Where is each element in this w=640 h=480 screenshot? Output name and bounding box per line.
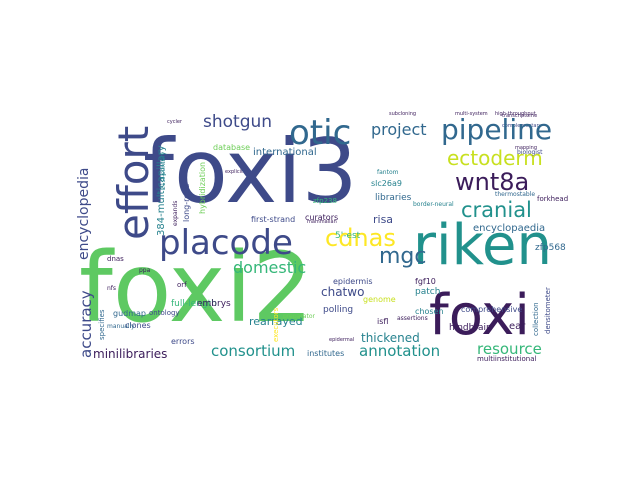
- cloud-word: preparator: [283, 313, 315, 320]
- cloud-word: encyclopaedia: [473, 223, 546, 234]
- cloud-word: long-read: [182, 183, 191, 222]
- cloud-word: ontology: [149, 309, 180, 317]
- cloud-word: resource: [477, 340, 542, 358]
- cloud-word: mammalian: [307, 219, 337, 225]
- cloud-word: orf: [177, 281, 187, 289]
- cloud-word: project: [371, 120, 427, 139]
- cloud-word: border-neural: [413, 201, 454, 208]
- cloud-word: rearrayed: [249, 315, 303, 328]
- cloud-word: assertions: [397, 315, 428, 322]
- cloud-word: dnas: [107, 255, 124, 263]
- cloud-word: effort: [109, 125, 158, 240]
- cloud-word: shotgun: [203, 112, 273, 132]
- cloud-word: polling: [323, 305, 354, 315]
- cloud-word: foxi2: [79, 232, 314, 344]
- cloud-word: epidermis: [333, 277, 373, 286]
- cloud-word: libraries: [375, 193, 412, 203]
- cloud-word: curators: [305, 213, 339, 222]
- cloud-word: manually: [107, 323, 135, 330]
- cloud-word: cranial: [461, 198, 532, 222]
- cloud-word: zfp568: [535, 243, 566, 253]
- cloud-word: thickened: [361, 331, 420, 345]
- cloud-word: densitometer: [544, 287, 552, 334]
- cloud-word: nfs: [107, 285, 117, 292]
- cloud-word: fantom: [377, 169, 399, 176]
- cloud-word: wnt8a: [455, 168, 530, 196]
- cloud-word: subcloning: [389, 111, 417, 117]
- word-cloud: complementary high-throughput transcript…: [77, 110, 577, 362]
- cloud-word: risa: [373, 213, 394, 226]
- cloud-word: ppa: [139, 267, 151, 274]
- cloud-word: ectoderm: [447, 146, 543, 170]
- cloud-word: cycler: [167, 119, 182, 125]
- cloud-word: hindbrain: [449, 323, 492, 333]
- cloud-word: isfl: [377, 317, 389, 326]
- cloud-word: database: [213, 143, 251, 152]
- cloud-word: errors: [171, 337, 195, 346]
- cloud-word: transcriptome: [502, 113, 538, 119]
- cloud-word: high-throughput: [495, 111, 536, 117]
- cloud-word: institutes: [307, 349, 345, 358]
- cloud-word: fgf10: [415, 277, 436, 286]
- cloud-word: consortium: [211, 342, 296, 360]
- cloud-word: multi-system: [455, 111, 488, 117]
- cloud-word: 21st-century: [160, 151, 167, 190]
- cloud-word: embrys: [197, 299, 231, 309]
- cloud-word: clones: [125, 321, 151, 330]
- cloud-word: zfp238: [313, 197, 337, 205]
- cloud-word: pipeline: [441, 113, 553, 146]
- cloud-word: thermostable: [495, 191, 536, 198]
- cloud-word: biologist: [517, 149, 543, 156]
- cloud-word: ear: [509, 321, 526, 332]
- cloud-word: epidermal: [329, 337, 355, 343]
- cloud-word: specifies: [98, 309, 106, 340]
- cloud-word: domestic: [233, 258, 307, 277]
- cloud-word: expands: [172, 200, 179, 226]
- cloud-word: executors: [272, 307, 280, 342]
- cloud-word: chatwo: [321, 285, 365, 299]
- cloud-word: explicit: [225, 169, 243, 175]
- cloud-word: chosen: [415, 307, 444, 316]
- cloud-word: multiinstitutional: [477, 355, 537, 363]
- cloud-word: foxi: [429, 283, 530, 348]
- cloud-word: cdnas: [325, 224, 396, 252]
- cloud-word: otic: [289, 113, 352, 153]
- cloud-word: comprehensive: [461, 305, 523, 314]
- cloud-word: accuracy: [77, 290, 95, 358]
- cloud-word: 5'-est: [335, 231, 361, 241]
- cloud-word: genome: [363, 295, 396, 304]
- cloud-word: mgc: [379, 244, 427, 269]
- cloud-word: foxi3: [143, 120, 358, 223]
- cloud-word: gudmap: [113, 309, 146, 318]
- cloud-word: patch: [415, 287, 441, 297]
- cloud-word: first-strand: [251, 215, 296, 224]
- cloud-word: full-length: [171, 299, 217, 309]
- cloud-word: hybridization: [198, 161, 207, 214]
- cloud-word: slc26a9: [371, 179, 402, 188]
- cloud-word: mapping: [515, 145, 538, 151]
- cloud-word: minilibraries: [93, 347, 168, 361]
- cloud-word: encyclopedia: [77, 167, 92, 260]
- cloud-word: complementary: [502, 123, 542, 129]
- cloud-word: riken: [413, 213, 552, 278]
- cloud-word: annotation: [359, 342, 441, 360]
- cloud-word: collection: [532, 302, 540, 336]
- cloud-word: placode: [159, 223, 293, 263]
- cloud-word: international: [253, 147, 317, 158]
- cloud-word: forkhead: [537, 195, 569, 203]
